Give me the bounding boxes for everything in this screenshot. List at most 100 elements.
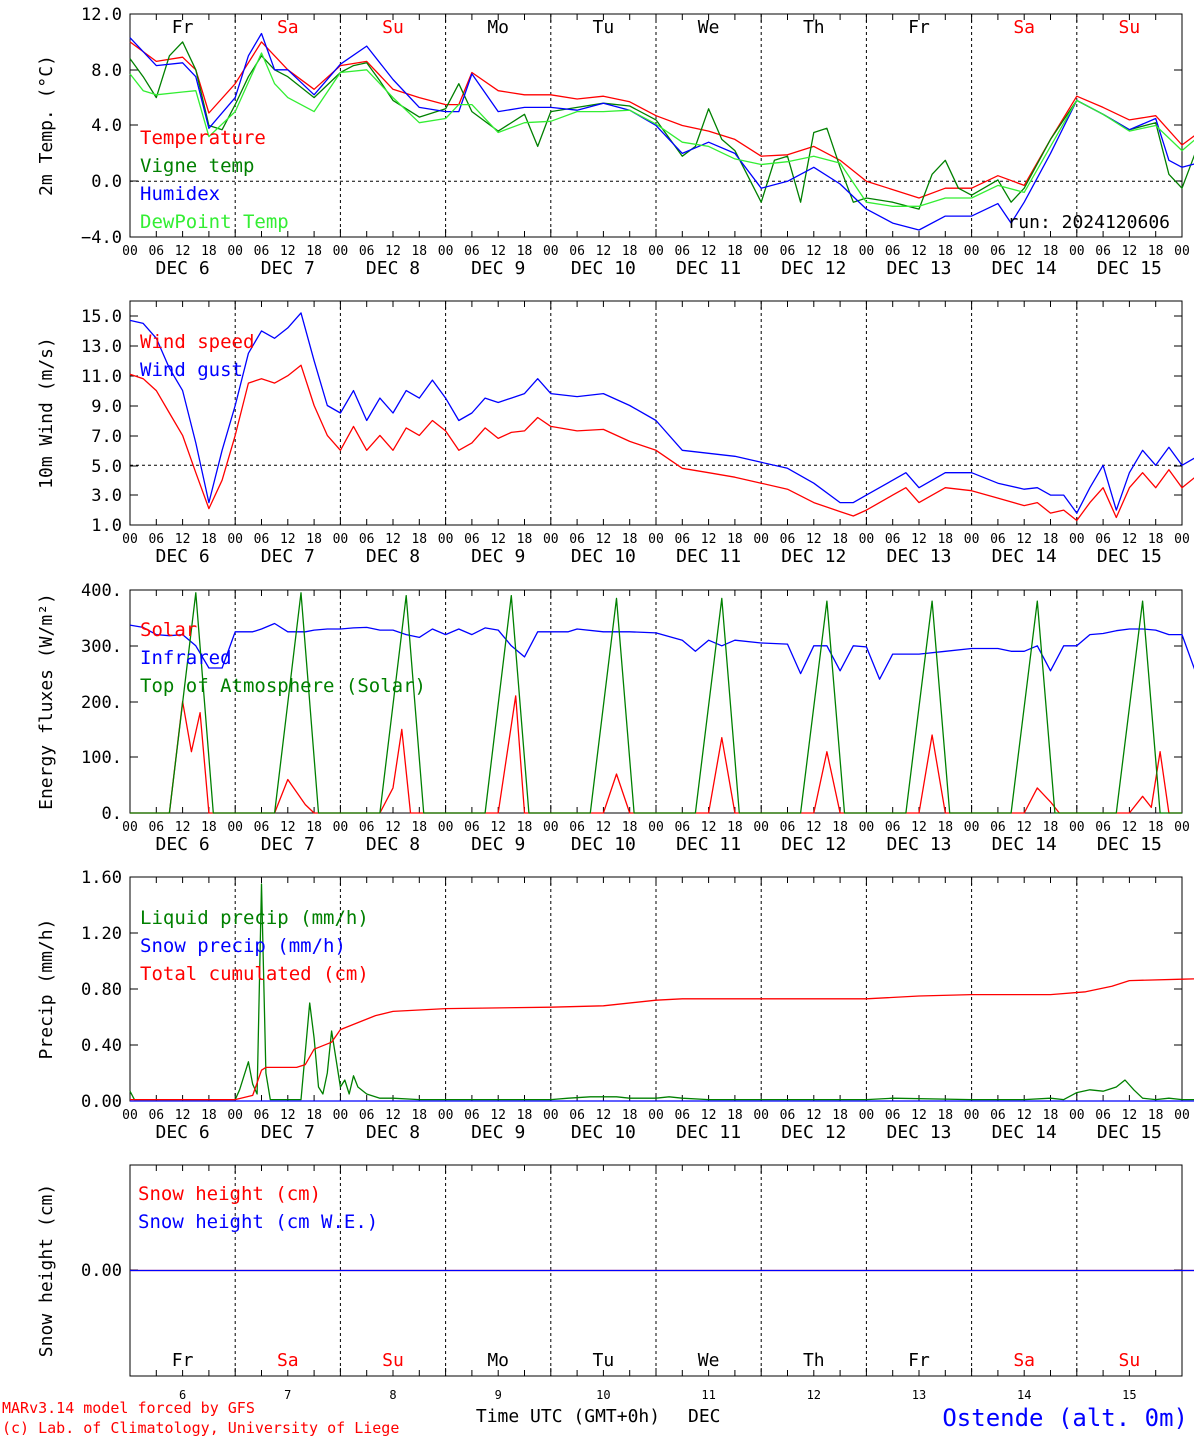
x-tick-label: 18 — [1148, 532, 1164, 547]
x-tick-label: 00 — [859, 1108, 875, 1123]
x-tick-label: 06 — [464, 532, 480, 547]
x-tick-label: 00 — [1069, 1108, 1085, 1123]
x-axis-unit-label: DEC — [688, 1406, 721, 1427]
x-tick-label: 00 — [227, 1108, 243, 1123]
y-axis-title: 10m Wind (m/s) — [36, 337, 57, 489]
weekday-label-bottom: Mo — [487, 1350, 509, 1371]
x-tick-label: 12 — [280, 244, 296, 259]
date-label: DEC 8 — [366, 546, 420, 567]
x-tick-label: 18 — [1043, 1108, 1059, 1123]
x-tick-label: 00 — [1174, 820, 1190, 835]
x-tick-label: 12 — [911, 1108, 927, 1123]
date-label: DEC 15 — [1097, 258, 1162, 279]
x-tick-label: 06 — [569, 532, 585, 547]
x-tick-label: 06 — [780, 1108, 796, 1123]
x-tick-label: 18 — [306, 820, 322, 835]
x-tick-label: 06 — [359, 1108, 375, 1123]
date-label: DEC 13 — [886, 546, 951, 567]
legend-entry: Snow height (cm) — [138, 1183, 321, 1205]
x-tick-label: 12 — [1016, 820, 1032, 835]
date-label: DEC 10 — [571, 1122, 636, 1143]
series-line — [129, 364, 1194, 522]
x-tick-label: 00 — [438, 532, 454, 547]
date-label: DEC 11 — [676, 546, 741, 567]
weekday-label-top: Tu — [593, 17, 615, 38]
legend-entry: Wind speed — [140, 331, 254, 353]
date-label: DEC 10 — [571, 834, 636, 855]
x-tick-label: 06 — [780, 532, 796, 547]
date-label: DEC 10 — [571, 258, 636, 279]
series-line — [129, 312, 1194, 514]
day-number-label: 6 — [179, 1388, 186, 1402]
series-line — [130, 978, 1194, 1101]
x-tick-label: 06 — [885, 244, 901, 259]
date-label: DEC 6 — [156, 834, 210, 855]
weekday-label-top: Th — [803, 17, 825, 38]
y-tick-label: 300. — [81, 637, 122, 657]
x-tick-label: 06 — [780, 244, 796, 259]
x-tick-label: 12 — [490, 532, 506, 547]
x-tick-label: 18 — [1148, 820, 1164, 835]
x-tick-label: 00 — [438, 820, 454, 835]
panel-1: 12.0 8.0 4.0 0.0 −4.0 2m Temp. (°C) 00 06 12 18 00… — [36, 5, 1194, 279]
x-tick-label: 12 — [280, 820, 296, 835]
legend-entry: Vigne temp — [140, 155, 254, 177]
date-label: DEC 9 — [471, 834, 525, 855]
x-tick-label: 18 — [411, 1108, 427, 1123]
legend-entry: Total cumulated (cm) — [140, 963, 369, 985]
x-tick-label: 18 — [727, 244, 743, 259]
date-label: DEC 9 — [471, 546, 525, 567]
x-tick-label: 00 — [753, 1108, 769, 1123]
day-number-label: 8 — [389, 1388, 396, 1402]
x-tick-label: 12 — [385, 244, 401, 259]
weekday-label-bottom: Fr — [172, 1350, 194, 1371]
day-number-label: 13 — [912, 1388, 926, 1402]
series-line — [130, 592, 1182, 814]
x-tick-label: 00 — [859, 244, 875, 259]
x-tick-label: 00 — [227, 244, 243, 259]
date-label: DEC 8 — [366, 834, 420, 855]
x-tick-label: 06 — [148, 820, 164, 835]
x-tick-label: 00 — [333, 1108, 349, 1123]
x-tick-label: 12 — [806, 1108, 822, 1123]
weekday-label-top: Fr — [172, 17, 194, 38]
x-tick-label: 06 — [254, 1108, 270, 1123]
x-tick-label: 06 — [674, 532, 690, 547]
y-axis-title: Precip (mm/h) — [36, 919, 57, 1060]
x-tick-label: 18 — [727, 1108, 743, 1123]
weekday-label-bottom: Tu — [593, 1350, 615, 1371]
x-tick-label: 18 — [832, 820, 848, 835]
date-label: DEC 13 — [886, 1122, 951, 1143]
date-label: DEC 13 — [886, 258, 951, 279]
x-tick-label: 18 — [517, 244, 533, 259]
x-tick-label: 18 — [622, 820, 638, 835]
y-tick-label: 7.0 — [91, 427, 122, 447]
y-axis-title: Energy fluxes (W/m²) — [36, 593, 57, 810]
day-number-label: 12 — [807, 1388, 821, 1402]
x-tick-label: 12 — [385, 1108, 401, 1123]
weekday-label-bottom: Sa — [277, 1350, 299, 1371]
x-tick-label: 06 — [1095, 1108, 1111, 1123]
x-tick-label: 00 — [1069, 244, 1085, 259]
y-tick-label: 0. — [102, 804, 122, 824]
day-number-label: 14 — [1017, 1388, 1031, 1402]
lab-credit-text: (c) Lab. of Climatology, University of L… — [2, 1419, 399, 1437]
x-tick-label: 00 — [859, 532, 875, 547]
date-label: DEC 14 — [992, 258, 1057, 279]
x-tick-label: 12 — [1122, 244, 1138, 259]
x-tick-label: 00 — [543, 820, 559, 835]
x-tick-label: 18 — [201, 532, 217, 547]
x-tick-label: 18 — [622, 244, 638, 259]
x-tick-label: 06 — [990, 820, 1006, 835]
x-tick-label: 12 — [385, 820, 401, 835]
x-tick-label: 06 — [254, 244, 270, 259]
date-label: DEC 6 — [156, 546, 210, 567]
weekday-label-top: Su — [382, 17, 404, 38]
x-tick-label: 12 — [911, 244, 927, 259]
x-tick-label: 06 — [1095, 820, 1111, 835]
x-tick-label: 18 — [411, 820, 427, 835]
date-label: DEC 7 — [261, 834, 315, 855]
x-tick-label: 18 — [517, 532, 533, 547]
x-tick-label: 00 — [859, 820, 875, 835]
x-tick-label: 18 — [1043, 532, 1059, 547]
